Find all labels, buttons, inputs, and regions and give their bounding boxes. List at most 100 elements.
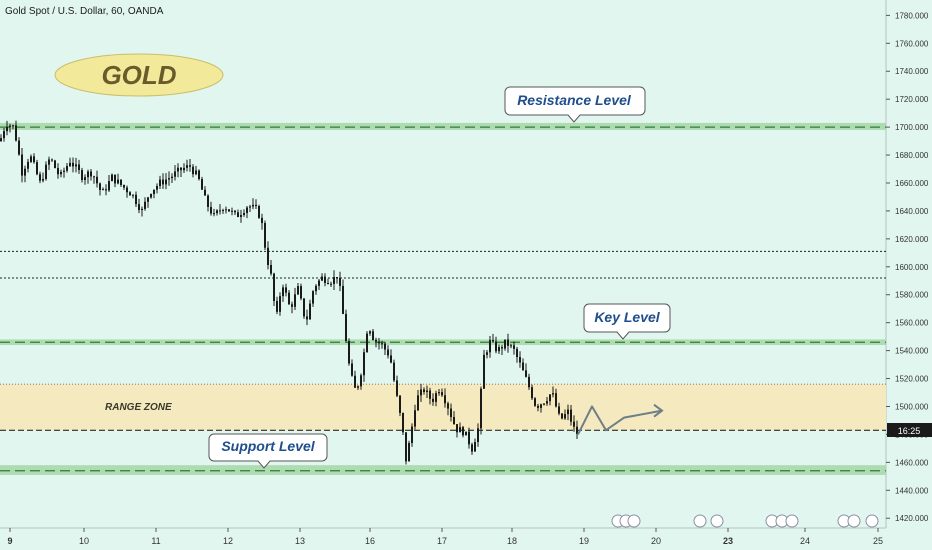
candle-body [447, 403, 449, 409]
candle-body [507, 339, 509, 346]
gold-badge-ellipse [54, 53, 224, 97]
candle-body [333, 277, 335, 284]
candle-body [402, 412, 404, 433]
gold-badge: GOLD [54, 53, 224, 97]
range-zone [0, 384, 886, 431]
flag-icon[interactable] [627, 514, 641, 528]
candle-body [189, 165, 191, 167]
support-zone [0, 465, 886, 475]
time-tick-label: 9 [7, 536, 12, 546]
candle-body [114, 174, 116, 184]
price-tick-label: 1640.000 [895, 207, 929, 216]
candle-body [270, 264, 272, 274]
candle-body [420, 389, 422, 396]
candle-body [381, 343, 383, 345]
candle-body [54, 160, 56, 169]
resistance-zone [0, 122, 886, 130]
flag-icon[interactable] [785, 514, 799, 528]
candle-body [102, 189, 104, 191]
candle-body [312, 291, 314, 304]
price-axis-area [886, 0, 932, 550]
candle-body [450, 408, 452, 418]
candle-body [474, 442, 476, 452]
candle-body [48, 159, 50, 165]
candle-body [231, 210, 233, 212]
price-tick-label: 1560.000 [895, 319, 929, 328]
time-tick-label: 19 [579, 536, 589, 546]
candle-body [480, 388, 482, 429]
candle-body [321, 276, 323, 281]
candle-body [309, 303, 311, 320]
current-price-tag-box [887, 423, 932, 437]
candle-body [3, 131, 5, 139]
time-tick-label: 13 [295, 536, 305, 546]
candle-body [69, 162, 71, 167]
candle-body [348, 341, 350, 364]
price-tick-label: 1600.000 [895, 263, 929, 272]
candle-body [459, 427, 461, 433]
candle-body [210, 206, 212, 214]
candle-body [528, 376, 530, 388]
flag-icon[interactable] [710, 514, 724, 528]
candle-body [15, 125, 17, 141]
candle-body [147, 197, 149, 202]
event-marker-group[interactable] [837, 514, 879, 528]
event-marker-group[interactable] [693, 514, 724, 528]
candle-body [537, 405, 539, 408]
candle-body [18, 140, 20, 155]
candle-body [249, 206, 251, 208]
candle-body [525, 370, 527, 377]
candle-body [489, 340, 491, 353]
price-tick-label: 1440.000 [895, 486, 929, 495]
candle-body [363, 352, 365, 376]
candle-body [339, 277, 341, 286]
candle-body [468, 431, 470, 445]
candle-body [570, 409, 572, 422]
event-markers [611, 514, 879, 528]
candle-body [471, 444, 473, 452]
candle-body [519, 357, 521, 363]
event-marker-group[interactable] [611, 514, 641, 528]
price-tick-label: 1740.000 [895, 67, 929, 76]
candle-body [42, 178, 44, 181]
candle-body [306, 316, 308, 320]
candle-body [234, 210, 236, 213]
candle-body [33, 156, 35, 163]
candle-body [576, 426, 578, 434]
candle-body [171, 176, 173, 179]
annotations-layer [577, 403, 664, 435]
candle-body [141, 208, 143, 211]
candle-body [117, 179, 119, 184]
candle-body [207, 195, 209, 207]
candle-body [516, 348, 518, 358]
candle-body [441, 392, 443, 396]
flag-icon[interactable] [693, 514, 707, 528]
event-marker-group[interactable] [765, 514, 799, 528]
candle-body [267, 247, 269, 265]
candle-body [216, 210, 218, 214]
candle-body [51, 159, 53, 161]
candle-body [432, 398, 434, 402]
flag-icon[interactable] [865, 514, 879, 528]
candle-body [375, 339, 377, 342]
candle-body [144, 201, 146, 209]
candle-body [111, 174, 113, 182]
candle-body [246, 207, 248, 214]
candle-body [444, 395, 446, 404]
candle-body [567, 409, 569, 415]
forecast-arrowhead [653, 403, 664, 418]
candle-body [291, 304, 293, 307]
flag-icon[interactable] [847, 514, 861, 528]
resistance-callout-box [504, 86, 646, 123]
candle-body [426, 390, 428, 392]
support-label: Support Level [221, 438, 315, 454]
price-tick-label: 1540.000 [895, 347, 929, 356]
candle-body [12, 125, 14, 127]
candle-body [219, 210, 221, 212]
candle-body [81, 170, 83, 180]
candle-body [327, 282, 329, 284]
candle-body [534, 398, 536, 406]
candle-body [336, 277, 338, 279]
candle-body [174, 171, 176, 177]
candle-body [225, 209, 227, 211]
